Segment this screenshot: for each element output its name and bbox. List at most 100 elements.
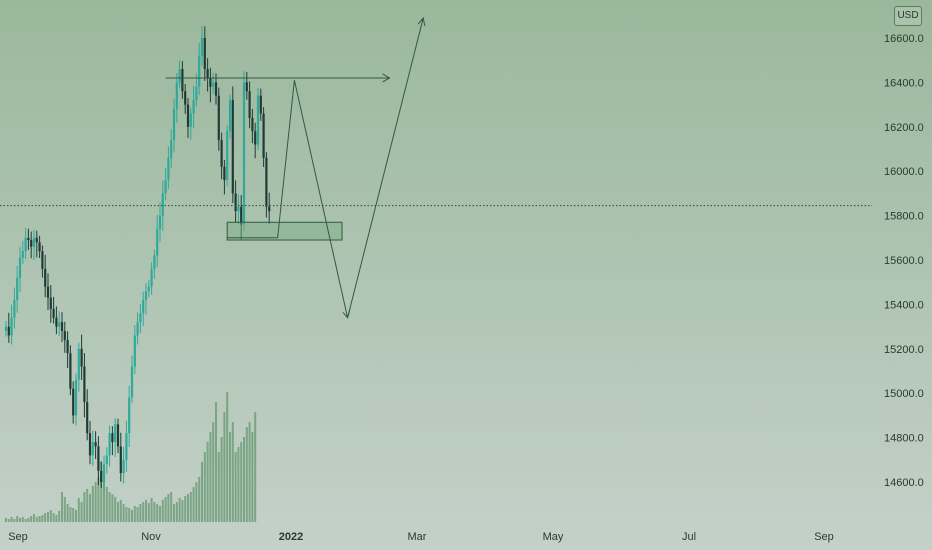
candle [223,166,226,181]
y-axis[interactable]: 16600.0 16400.0 16200.0 16000.0 15800.0 15600… [884,33,924,489]
volume-bar [150,498,153,522]
volume-bar [145,500,147,522]
candle [16,277,19,300]
candle [198,55,201,87]
candle [32,237,36,247]
volume-bar [100,462,103,522]
candle [142,299,145,314]
volume-bar [231,422,234,522]
support-zone-box[interactable] [226,221,343,241]
volume-bar [66,504,69,522]
volume-bar [170,492,173,522]
volume-bar [55,515,58,522]
y-tick-label: 15200.0 [884,344,924,356]
volume-bar [10,517,13,522]
volume-bar [61,492,63,522]
candle [66,339,69,354]
candle [77,348,80,380]
volume-bar [119,500,122,522]
volume-bar [203,452,206,522]
candle [262,113,265,158]
candle [206,69,209,78]
volume-bar [217,452,220,522]
volume-bar [35,517,38,522]
volume-bar [139,504,142,522]
candle [74,379,78,416]
candle [10,317,13,336]
x-tick-label: Sep [8,531,28,543]
volume-bar [27,518,30,522]
candle [97,446,100,471]
candle [175,82,178,110]
volume-bar [117,502,119,522]
candle [130,366,134,398]
volume-bar [77,498,80,522]
volume-bar [30,516,33,522]
projection-path[interactable] [227,17,424,318]
drop-arrowhead [342,310,351,319]
candle [192,100,195,114]
volume-bar [69,507,72,522]
y-tick-label: 16400.0 [884,77,924,89]
candle [144,291,148,300]
x-tick-label: Mar [408,531,427,543]
volume-bar [91,486,94,522]
volume-bar [111,494,114,522]
candle [105,455,108,465]
x-tick-label: May [543,531,564,543]
candle-layer [4,25,271,490]
candle [72,388,75,416]
volume-bar [229,432,231,522]
candle [94,442,97,447]
volume-bar [33,514,35,522]
candle [189,113,192,127]
volume-bar [243,437,245,522]
volume-bar [83,492,86,522]
volume-bar [212,422,215,522]
volume-bar [122,504,125,522]
y-tick-label: 15400.0 [884,299,924,311]
candle [136,322,139,336]
candle [217,95,220,141]
volume-bar [237,447,240,522]
candle [122,459,125,474]
volume-bar [164,497,167,522]
candle [195,86,198,101]
volume-bar [192,487,195,522]
candle [83,366,86,403]
candle [116,424,120,447]
candle [156,228,159,256]
candle [52,308,55,318]
candle [80,348,83,367]
volume-bar [142,502,145,522]
y-tick-label: 15600.0 [884,255,924,267]
candle [133,335,136,367]
volume-bar [220,437,223,522]
candle [100,470,103,482]
y-tick-label: 15800.0 [884,211,924,223]
volume-bar [24,519,27,522]
volume-bar [248,422,251,522]
projection-arrowhead [417,16,426,26]
volume-bar [13,519,16,522]
candle [30,240,33,247]
volume-bar [173,504,175,522]
y-tick-label: 16000.0 [884,166,924,178]
volume-bar [47,512,49,522]
currency-badge[interactable]: USD [894,6,922,26]
candle [245,82,248,92]
candle [237,206,240,212]
volume-bar [94,482,97,522]
volume-bar [147,503,150,522]
candle [265,157,268,207]
y-tick-label: 14600.0 [884,477,924,489]
x-axis[interactable]: Sep Nov 2022 Mar May Jul Sep [8,531,834,543]
candle [58,322,61,327]
volume-bar [175,502,178,522]
candle [111,433,114,443]
x-tick-label: 2022 [279,531,303,543]
y-tick-label: 15000.0 [884,388,924,400]
volume-bar [5,518,7,522]
volume-bar [108,492,111,522]
